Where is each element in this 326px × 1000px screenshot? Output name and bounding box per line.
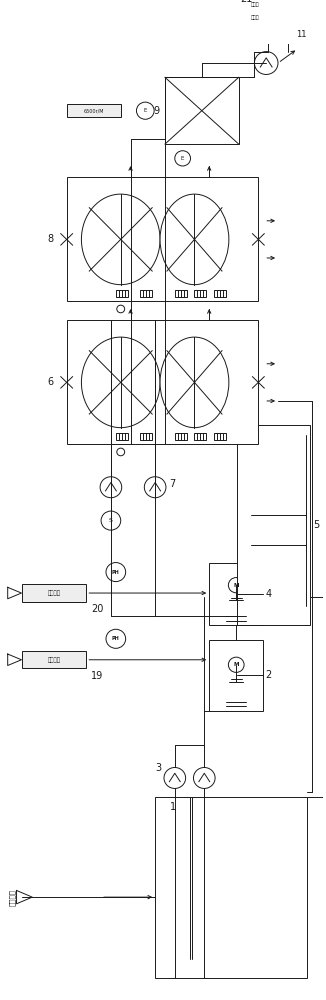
Ellipse shape	[160, 337, 229, 428]
Bar	[67, 177, 258, 301]
Bar	[214, 433, 226, 440]
Bar	[237, 425, 310, 625]
Text: 6500r/M: 6500r/M	[84, 108, 104, 113]
Ellipse shape	[82, 337, 160, 428]
Bar	[116, 290, 127, 297]
Text: 8: 8	[47, 234, 53, 244]
Circle shape	[137, 102, 154, 119]
Circle shape	[175, 151, 190, 166]
Ellipse shape	[82, 194, 160, 285]
Bar	[175, 433, 186, 440]
Circle shape	[100, 477, 122, 498]
Bar	[22, 584, 86, 602]
Bar	[67, 320, 258, 444]
Text: PH: PH	[112, 570, 120, 575]
Circle shape	[106, 629, 126, 648]
Circle shape	[229, 657, 244, 672]
Text: 含氟废水: 含氟废水	[9, 889, 16, 906]
Bar	[214, 290, 226, 297]
Bar	[141, 433, 152, 440]
Circle shape	[193, 767, 215, 788]
Text: 21: 21	[241, 0, 253, 4]
Text: 氢氧化钠: 氢氧化钠	[48, 657, 61, 663]
Circle shape	[117, 448, 125, 456]
Bar	[22, 651, 86, 668]
Text: 1: 1	[170, 802, 176, 812]
Circle shape	[144, 477, 166, 498]
Bar	[194, 290, 206, 297]
Text: M: M	[233, 662, 239, 667]
Circle shape	[106, 563, 126, 582]
Bar	[209, 640, 263, 711]
Text: 3: 3	[155, 763, 161, 773]
Text: E: E	[144, 108, 147, 113]
Bar	[155, 797, 307, 978]
Bar	[165, 77, 239, 144]
Bar	[116, 433, 127, 440]
Text: 7: 7	[169, 479, 175, 489]
Bar	[141, 290, 152, 297]
Text: M: M	[233, 583, 239, 588]
Text: 5: 5	[313, 520, 319, 530]
Text: 20: 20	[91, 604, 104, 614]
Bar	[175, 290, 186, 297]
Text: 9: 9	[153, 106, 159, 116]
Circle shape	[117, 305, 125, 313]
Bar	[209, 563, 263, 625]
Circle shape	[164, 767, 185, 788]
Text: 比较剂: 比较剂	[251, 2, 260, 7]
Text: 氢氧化钠: 氢氧化钠	[48, 590, 61, 596]
Text: 4: 4	[265, 589, 271, 599]
Bar	[241, 0, 270, 10]
Circle shape	[254, 52, 278, 74]
Text: PH: PH	[112, 636, 120, 641]
Circle shape	[229, 578, 244, 593]
Bar	[67, 104, 121, 117]
Text: 2: 2	[265, 670, 272, 680]
Ellipse shape	[160, 194, 229, 285]
Bar	[241, 12, 270, 22]
Text: S: S	[109, 518, 113, 523]
Text: 6: 6	[47, 377, 53, 387]
Text: 11: 11	[296, 30, 306, 39]
Circle shape	[101, 511, 121, 530]
Bar	[194, 433, 206, 440]
Text: 水氯铝: 水氯铝	[251, 15, 260, 20]
Text: E: E	[181, 156, 184, 161]
Text: 19: 19	[91, 671, 103, 681]
